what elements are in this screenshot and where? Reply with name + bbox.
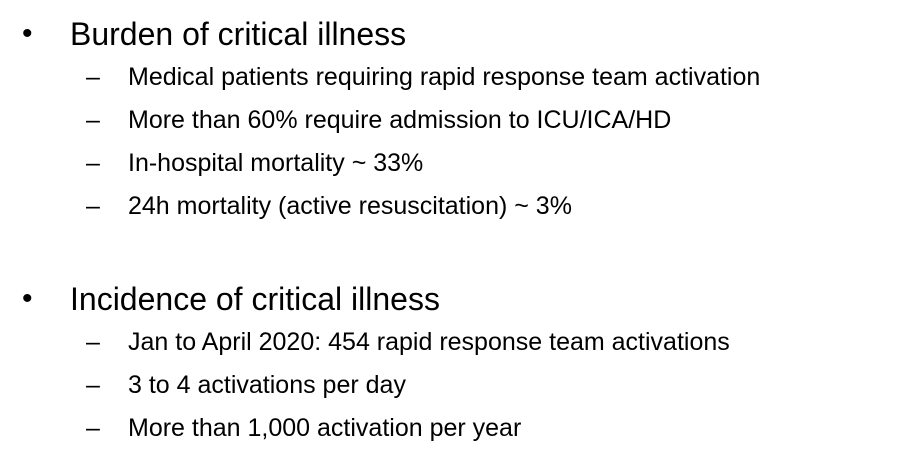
section-incidence: • Incidence of critical illness – Jan to… [0,277,908,450]
list-item-text: 24h mortality (active resuscitation) ~ 3… [128,192,572,220]
dash-icon: – [86,192,100,220]
list-item: – Jan to April 2020: 454 rapid response … [0,321,908,364]
list-item-text: More than 1,000 activation per year [128,414,522,442]
list-item: – 3 to 4 activations per day [0,364,908,407]
list-item-text: In-hospital mortality ~ 33% [128,149,424,177]
list-item: – In-hospital mortality ~ 33% [0,142,908,185]
dash-icon: – [86,328,100,356]
bullet-row: • Burden of critical illness [0,12,908,56]
list-item-text: Medical patients requiring rapid respons… [128,63,761,91]
bullet-dot-icon: • [22,282,33,315]
list-item-text: Jan to April 2020: 454 rapid response te… [128,328,730,356]
dash-icon: – [86,414,100,442]
bullet-row: • Incidence of critical illness [0,277,908,321]
bullet-dot-icon: • [22,17,33,50]
list-item: – More than 60% require admission to ICU… [0,99,908,142]
sub-list: – Jan to April 2020: 454 rapid response … [0,321,908,450]
list-item: – Medical patients requiring rapid respo… [0,56,908,99]
section-burden: • Burden of critical illness – Medical p… [0,12,908,228]
list-item-text: More than 60% require admission to ICU/I… [128,106,672,134]
list-item-text: 3 to 4 activations per day [128,371,406,399]
section-title: Burden of critical illness [70,16,407,52]
dash-icon: – [86,149,100,177]
list-item: – 24h mortality (active resuscitation) ~… [0,185,908,228]
list-item: – More than 1,000 activation per year [0,407,908,450]
section-title: Incidence of critical illness [70,281,440,317]
dash-icon: – [86,106,100,134]
dash-icon: – [86,371,100,399]
dash-icon: – [86,63,100,91]
sub-list: – Medical patients requiring rapid respo… [0,56,908,228]
